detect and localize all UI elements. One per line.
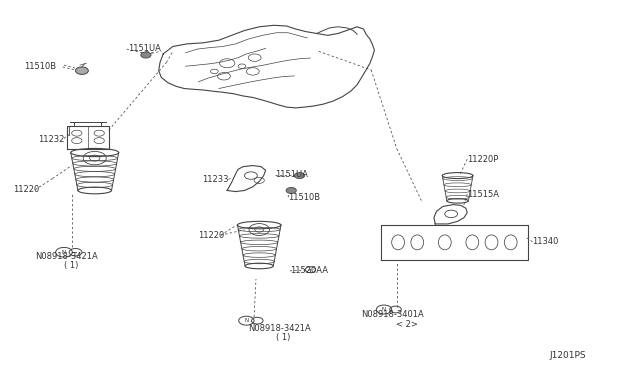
Circle shape <box>141 52 151 58</box>
Text: 11233: 11233 <box>202 175 228 184</box>
Text: N: N <box>244 318 248 323</box>
Text: 1151UA: 1151UA <box>275 170 308 179</box>
Text: 11510B: 11510B <box>288 193 320 202</box>
Text: 11232: 11232 <box>38 135 65 144</box>
Text: 11520AA: 11520AA <box>290 266 328 275</box>
Circle shape <box>76 67 88 74</box>
Text: N08918-3401A: N08918-3401A <box>362 310 424 319</box>
Text: 11220P: 11220P <box>467 155 499 164</box>
Text: N08918-3421A: N08918-3421A <box>248 324 311 333</box>
Text: 11220: 11220 <box>13 185 39 194</box>
Text: 11515A: 11515A <box>467 190 499 199</box>
Text: < 2>: < 2> <box>396 320 417 329</box>
Text: N: N <box>62 250 66 255</box>
Text: 11220: 11220 <box>198 231 225 240</box>
Text: 11340: 11340 <box>532 237 559 246</box>
Text: N08918-3421A: N08918-3421A <box>35 252 98 261</box>
Text: 1151UA: 1151UA <box>128 44 161 53</box>
Text: N: N <box>382 307 386 312</box>
Circle shape <box>286 187 296 193</box>
Text: ( 1): ( 1) <box>64 262 78 270</box>
Text: J1201PS: J1201PS <box>549 351 586 360</box>
Text: ( 1): ( 1) <box>276 333 291 342</box>
Circle shape <box>294 173 305 179</box>
Text: 11510B: 11510B <box>24 62 56 71</box>
